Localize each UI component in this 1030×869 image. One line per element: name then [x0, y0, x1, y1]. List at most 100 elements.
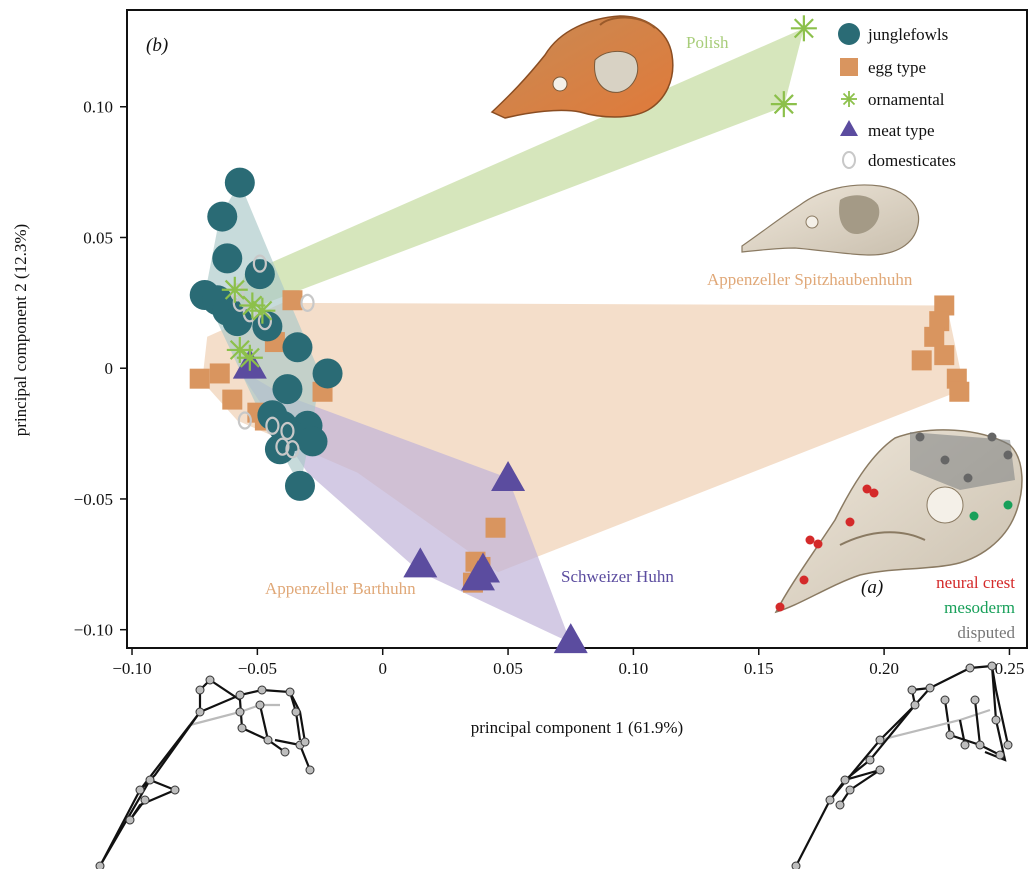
junglefowl-point	[212, 243, 243, 274]
legend-domesticate-marker	[842, 151, 856, 169]
domesticate-point	[275, 437, 290, 456]
egg-type-point	[282, 290, 303, 311]
x-tick-label: −0.10	[112, 659, 151, 678]
inset-label-neural-crest: neural crest	[936, 573, 1015, 592]
wireframe-shape-left-nodes	[95, 675, 315, 869]
x-tick-label: 0.15	[744, 659, 774, 678]
egg-type-point	[934, 345, 955, 366]
inset-landmarks	[775, 432, 1013, 612]
egg-type-point	[949, 381, 970, 402]
neural-crest-landmark	[775, 602, 785, 612]
group-label-spitzhaubenhuhn: Appenzeller Spitzhaubenhuhn	[707, 270, 913, 289]
legend-label-egg-type: egg type	[868, 58, 926, 77]
domesticate-point	[252, 254, 267, 273]
neural-crest-landmark	[813, 539, 823, 549]
ornamental-point	[790, 15, 817, 42]
disputed-landmark	[940, 455, 950, 465]
inset-label-disputed: disputed	[957, 623, 1015, 642]
y-tick-label: 0	[105, 359, 114, 378]
wireframe-shape-right-nodes	[791, 661, 1013, 869]
group-label-schweizer-huhn: Schweizer Huhn	[561, 567, 674, 586]
junglefowl-point	[272, 374, 303, 405]
y-tick-label: −0.10	[74, 621, 113, 640]
neural-crest-landmark	[862, 484, 872, 494]
disputed-landmark	[1003, 450, 1013, 460]
inset-label-mesoderm: mesoderm	[944, 598, 1015, 617]
disputed-landmark	[987, 432, 997, 442]
ornamental-stroke	[224, 279, 245, 300]
neural-crest-landmark	[799, 575, 809, 585]
polish-skull-image	[490, 15, 674, 119]
neural-crest-landmark	[845, 517, 855, 527]
y-tick-label: 0.05	[83, 228, 113, 247]
egg-type-point	[924, 326, 945, 347]
junglefowl-point	[297, 426, 328, 457]
legend-label-ornamental: ornamental	[868, 90, 945, 109]
ornamental-point	[221, 276, 248, 303]
x-tick-label: 0.25	[995, 659, 1025, 678]
legend-label-meat-type: meat type	[868, 121, 935, 140]
panel-label-a: (a)	[861, 577, 883, 598]
legend-label-domesticates: domesticates	[868, 151, 956, 170]
x-tick-label: 0.20	[869, 659, 899, 678]
egg-type-point	[934, 295, 955, 316]
neural-crest-landmark	[805, 535, 815, 545]
legend-egg-marker	[840, 58, 858, 76]
panel-label-b: (b)	[146, 35, 168, 56]
ornamental-stroke	[242, 295, 263, 316]
meat-type-point	[553, 623, 588, 654]
ornamental-point	[236, 344, 263, 371]
ornamental-stroke	[773, 94, 794, 115]
meat-type-point	[460, 560, 495, 591]
domesticate-point	[265, 416, 280, 435]
legend-label-junglefowls: junglefowls	[867, 25, 948, 44]
domesticate-point	[280, 421, 295, 441]
axes: −0.10 −0.05 0 0.05 0.10 0.15 0.20 0.25 −0.10 −0.0…	[74, 98, 1025, 678]
mesoderm-landmark	[1003, 500, 1013, 510]
x-tick-label: 0.05	[493, 659, 523, 678]
group-label-barthuhn: Appenzeller Barthuhn	[265, 579, 416, 598]
wireframe-shape-left	[99, 678, 312, 867]
y-axis-title: principal component 2 (12.3%)	[11, 224, 30, 436]
junglefowl-point	[284, 470, 315, 501]
junglefowl-point	[312, 358, 343, 389]
domesticate-point	[237, 411, 252, 430]
x-tick-label: 0	[378, 659, 387, 678]
y-tick-label: 0.10	[83, 98, 113, 117]
group-label-polish: Polish	[686, 33, 729, 52]
disputed-landmark	[915, 432, 925, 442]
junglefowl-point	[244, 259, 275, 290]
meat-type-point	[491, 461, 526, 492]
meat-type-point	[403, 547, 438, 578]
junglefowl-point	[224, 167, 255, 198]
disputed-landmark	[963, 473, 973, 483]
neural-crest-landmark	[869, 488, 879, 498]
egg-type-point	[209, 363, 230, 384]
legend-meat-marker	[840, 120, 858, 136]
egg-type-point	[929, 311, 950, 332]
x-tick-label: −0.05	[238, 659, 277, 678]
ornamental-point	[249, 297, 276, 324]
egg-type-point	[911, 350, 932, 371]
x-tick-label: 0.10	[619, 659, 649, 678]
ornamental-stroke	[793, 18, 814, 39]
domesticate-point	[300, 293, 315, 312]
polish-hull	[232, 28, 804, 316]
x-axis-title: principal component 1 (61.9%)	[471, 718, 683, 737]
egg-type-point	[189, 368, 210, 389]
mesoderm-landmark	[969, 511, 979, 521]
y-tick-label: −0.05	[74, 490, 113, 509]
legend-ornamental-marker	[841, 91, 857, 107]
inset-skull-image	[774, 429, 1023, 614]
junglefowl-point	[207, 201, 238, 232]
egg-hull	[202, 302, 965, 573]
ornamental-stroke	[239, 347, 260, 368]
ornamental-point	[770, 91, 797, 118]
spitzhaubenhuhn-skull-image	[741, 184, 920, 256]
legend-junglefowl-marker	[838, 23, 860, 45]
data-points	[189, 15, 970, 654]
junglefowl-point	[282, 332, 313, 363]
egg-type-point	[485, 517, 506, 538]
domesticate-point	[285, 440, 300, 459]
